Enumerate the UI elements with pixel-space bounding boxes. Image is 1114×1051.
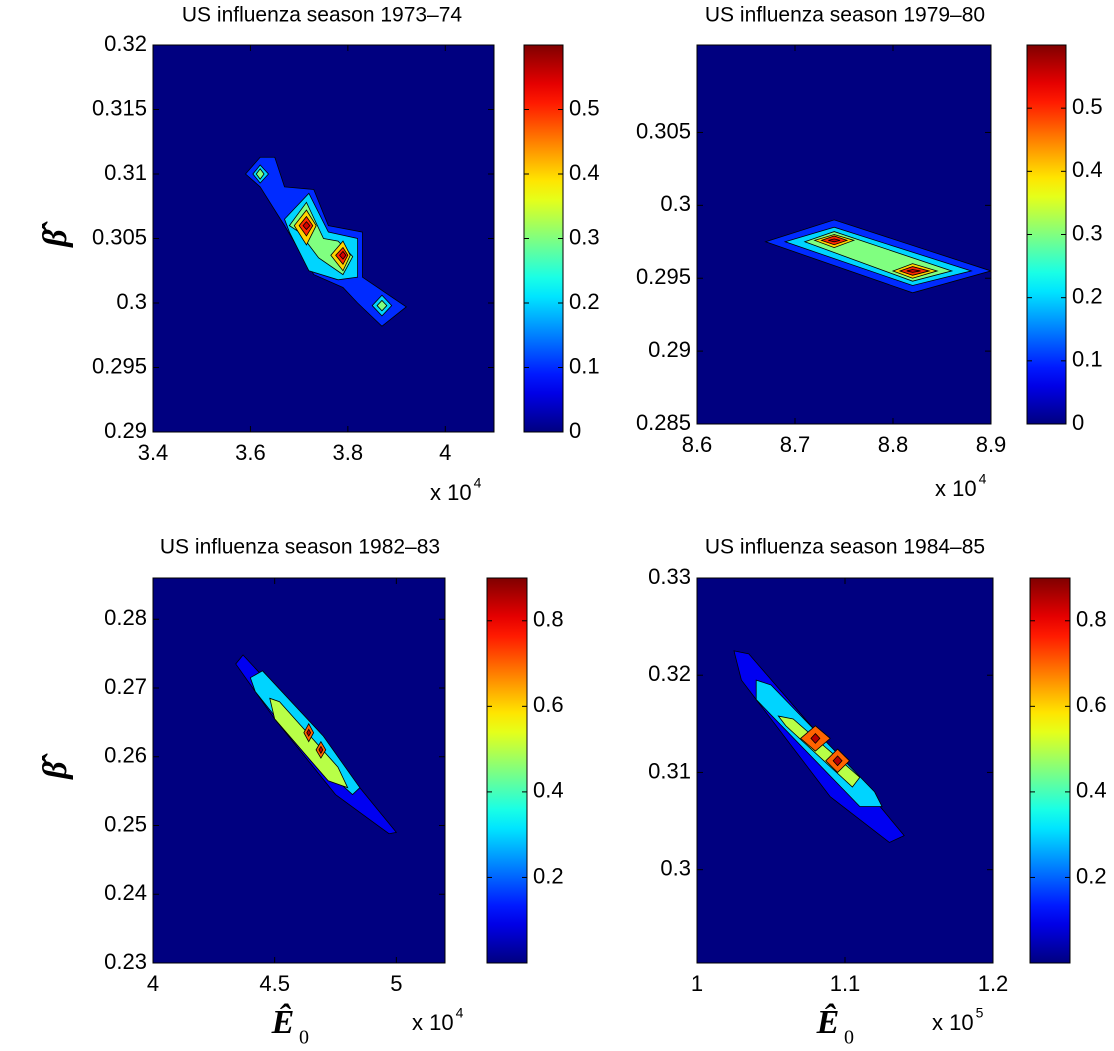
contour-region [832,755,843,767]
chart-title: US influenza season 1979–80 [705,4,985,27]
x-tick-label: 4 [439,440,451,465]
y-tick-label: 0.305 [92,224,147,249]
colorbar-tick-label: 0.2 [1072,283,1103,308]
y-tick-label: 0.29 [104,418,147,443]
contour-region [376,299,388,312]
x-tick-label: 1.1 [830,971,861,996]
colorbar-tick-label: 0.8 [533,607,564,632]
contour-layer [733,650,905,843]
y-tick-label: 0.28 [104,605,147,630]
y-axis-label: β̂ [37,753,74,780]
x-tick-label: 3.4 [138,440,169,465]
x-tick-label: 5 [390,971,402,996]
x-tick-label: 4.5 [259,971,290,996]
colorbar-tick-label: 0.2 [569,289,600,314]
axes-frame [696,44,992,425]
chart-title: US influenza season 1973–74 [182,4,463,27]
x-exponent: 5 [976,1005,984,1021]
y-tick-label: 0.3 [660,191,691,216]
x-tick-label: 3.6 [235,440,266,465]
colorbar [486,577,528,964]
y-tick-label: 0.23 [104,949,147,974]
contour-region [269,697,349,789]
y-tick-label: 0.32 [104,31,147,56]
chart-title: US influenza season 1982–83 [160,536,440,559]
y-tick-label: 0.26 [104,743,147,768]
colorbar-tick-label: 0.5 [569,95,600,120]
x-axis-label-subscript: 0 [844,1027,854,1049]
y-tick-label: 0.3 [116,289,147,314]
colorbar-tick-label: 0.2 [1076,863,1107,888]
axes-background [153,578,445,963]
colorbar-tick-label: 0.4 [1076,778,1107,803]
colorbar-tick-label: 0.3 [569,224,600,249]
colorbar-tick-label: 0.6 [1076,692,1107,717]
y-tick-label: 0.285 [636,410,691,435]
x-tick-label: 8.6 [682,432,713,457]
y-tick-label: 0.33 [648,564,691,589]
x-tick-label: 8.8 [878,432,909,457]
x-tick-label: 1 [691,971,703,996]
colorbar [523,44,564,433]
colorbar-tick-label: 0.2 [533,863,564,888]
y-tick-label: 0.27 [104,674,147,699]
y-tick-label: 0.31 [648,758,691,783]
y-tick-label: 0.295 [92,353,147,378]
y-tick-label: 0.305 [636,118,691,143]
colorbar-tick-label: 0.4 [1072,157,1103,182]
y-tick-label: 0.295 [636,264,691,289]
x-exponent: 4 [456,1005,464,1021]
x-tick-label: 1.2 [978,971,1009,996]
x-multiplier: x 10 [430,480,472,505]
x-tick-label: 3.8 [333,440,364,465]
colorbar-tick-label: 0.3 [1072,220,1103,245]
colorbar [1026,44,1067,425]
y-tick-label: 0.24 [104,880,147,905]
contour-region [906,269,921,273]
y-tick-label: 0.3 [660,855,691,880]
colorbar-tick-label: 0.4 [533,778,564,803]
y-tick-label: 0.32 [648,661,691,686]
chart-title: US influenza season 1984–85 [705,536,985,559]
contour-region [302,221,311,231]
contour-region [306,728,312,737]
x-tick-label: 4 [147,971,159,996]
contour-region [255,168,265,180]
colorbar-tick-label: 0.4 [569,160,600,185]
x-axis-label: Ê [271,1003,295,1041]
colorbar-tick-label: 0 [1072,410,1084,435]
contour-region [828,238,841,243]
colorbar [1029,577,1071,964]
y-tick-label: 0.25 [104,811,147,836]
contour-region [810,732,821,744]
colorbar-tick-label: 0.1 [1072,347,1103,372]
x-exponent: 4 [474,475,482,491]
y-tick-label: 0.29 [648,337,691,362]
x-exponent: 4 [979,471,987,487]
y-tick-label: 0.315 [92,95,147,120]
contour-layer [244,156,407,327]
colorbar-tick-label: 0.6 [533,692,564,717]
y-tick-label: 0.31 [104,160,147,185]
x-tick-label: 8.9 [976,432,1007,457]
colorbar-tick-label: 0 [569,418,581,443]
x-multiplier: x 10 [932,1010,974,1035]
axes-frame [152,577,446,964]
y-axis-label: β̂ [37,221,74,248]
contour-layer [764,219,991,294]
colorbar-tick-label: 0.5 [1072,94,1103,119]
x-tick-label: 8.7 [780,432,811,457]
x-axis-label-subscript: 0 [299,1027,309,1049]
contour-region [318,745,324,755]
x-axis-label: Ê [816,1003,840,1041]
contour-layer [235,654,398,835]
x-multiplier: x 10 [412,1010,454,1035]
colorbar-tick-label: 0.1 [569,353,600,378]
colorbar-tick-label: 0.8 [1076,607,1107,632]
x-multiplier: x 10 [935,476,977,501]
contour-region [339,250,347,260]
